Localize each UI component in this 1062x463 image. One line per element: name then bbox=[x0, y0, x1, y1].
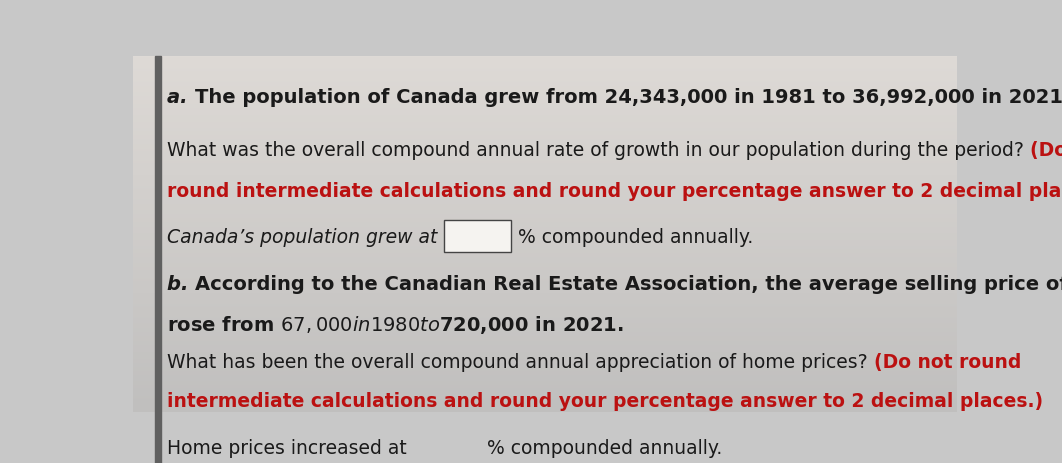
Text: round intermediate calculations and round your percentage answer to 2 decimal pl: round intermediate calculations and roun… bbox=[168, 182, 1062, 201]
Text: (Do not round: (Do not round bbox=[874, 353, 1022, 372]
Text: What has been the overall compound annual appreciation of home prices?: What has been the overall compound annua… bbox=[168, 353, 874, 372]
Text: What was the overall compound annual rate of growth in our population during the: What was the overall compound annual rat… bbox=[168, 141, 1030, 160]
FancyBboxPatch shape bbox=[413, 430, 481, 462]
Text: rose from $67,000 in 1980 to $720,000 in 2021.: rose from $67,000 in 1980 to $720,000 in… bbox=[168, 314, 624, 336]
Text: Home prices increased at: Home prices increased at bbox=[168, 439, 413, 458]
Text: a.: a. bbox=[168, 88, 194, 106]
Bar bbox=[155, 56, 160, 463]
Text: intermediate calculations and round your percentage answer to 2 decimal places.): intermediate calculations and round your… bbox=[168, 393, 1044, 412]
Text: Canada’s population grew at: Canada’s population grew at bbox=[168, 228, 444, 247]
Text: b.: b. bbox=[168, 275, 195, 294]
Text: The population of Canada grew from 24,343,000 in 1981 to 36,992,000 in 2021.: The population of Canada grew from 24,34… bbox=[194, 88, 1062, 106]
Text: (Do no: (Do no bbox=[1030, 141, 1062, 160]
Text: According to the Canadian Real Estate Association, the average selling price of : According to the Canadian Real Estate As… bbox=[195, 275, 1062, 294]
FancyBboxPatch shape bbox=[444, 219, 511, 252]
Text: % compounded annually.: % compounded annually. bbox=[518, 228, 753, 247]
Text: % compounded annually.: % compounded annually. bbox=[487, 439, 722, 458]
